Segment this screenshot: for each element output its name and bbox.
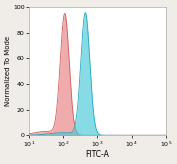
X-axis label: FITC-A: FITC-A — [85, 150, 109, 159]
Y-axis label: Normalized To Mode: Normalized To Mode — [5, 36, 11, 106]
